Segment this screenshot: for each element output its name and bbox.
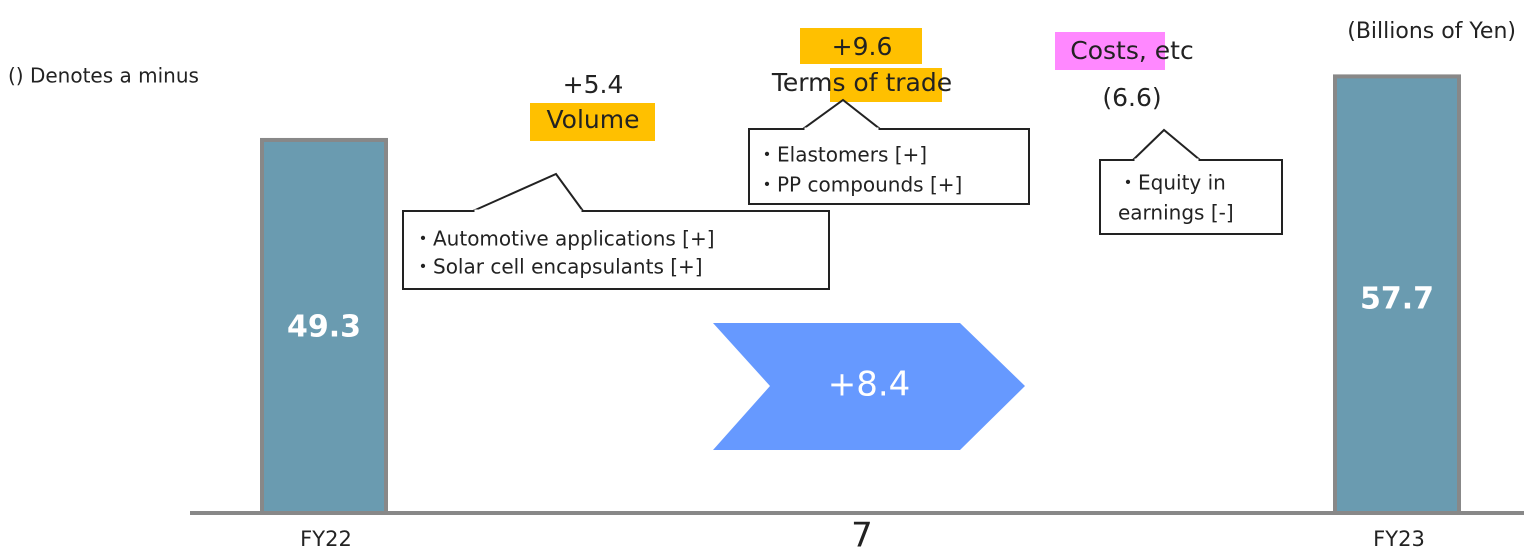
unit-label: (Billions of Yen)	[1347, 19, 1516, 44]
highlight	[830, 68, 942, 102]
highlight	[530, 103, 655, 141]
bar-label: 49.3	[287, 310, 361, 345]
callout-box	[402, 210, 830, 290]
total-arrow	[713, 323, 1025, 450]
highlight	[800, 28, 922, 64]
bar-label: 57.7	[1360, 282, 1434, 317]
callout-pointer	[1132, 128, 1201, 161]
highlight	[1055, 32, 1165, 70]
step-value: +9.6	[832, 32, 893, 61]
bar	[1333, 74, 1461, 516]
callout-text: ・PP compounds [+]	[757, 173, 962, 197]
step-value: (6.6)	[1102, 83, 1161, 112]
callout-pointer	[472, 172, 584, 212]
subtitle: () Denotes a minus	[8, 64, 199, 88]
step-name: Volume	[547, 105, 640, 134]
step-name: Costs, etc	[1070, 36, 1193, 65]
step-value: +5.4	[563, 70, 624, 99]
callout-text: ・Equity in	[1118, 171, 1226, 195]
callout-text: ・Solar cell encapsulants [+]	[413, 255, 703, 279]
callout-box	[1099, 159, 1283, 235]
callout-text: ・Elastomers [+]	[757, 143, 927, 167]
bar	[260, 137, 388, 515]
callout-box	[748, 128, 1030, 205]
x-tick-label: FY23	[1373, 527, 1425, 551]
page-number: 7	[851, 516, 873, 554]
callout-pointer	[802, 98, 881, 130]
total-label: +8.4	[828, 365, 911, 405]
callout-text: ・Automotive applications [+]	[413, 227, 715, 251]
step-name: Terms of trade	[771, 68, 952, 97]
x-tick-label: FY22	[300, 527, 352, 551]
callout-text: earnings [-]	[1118, 201, 1234, 225]
